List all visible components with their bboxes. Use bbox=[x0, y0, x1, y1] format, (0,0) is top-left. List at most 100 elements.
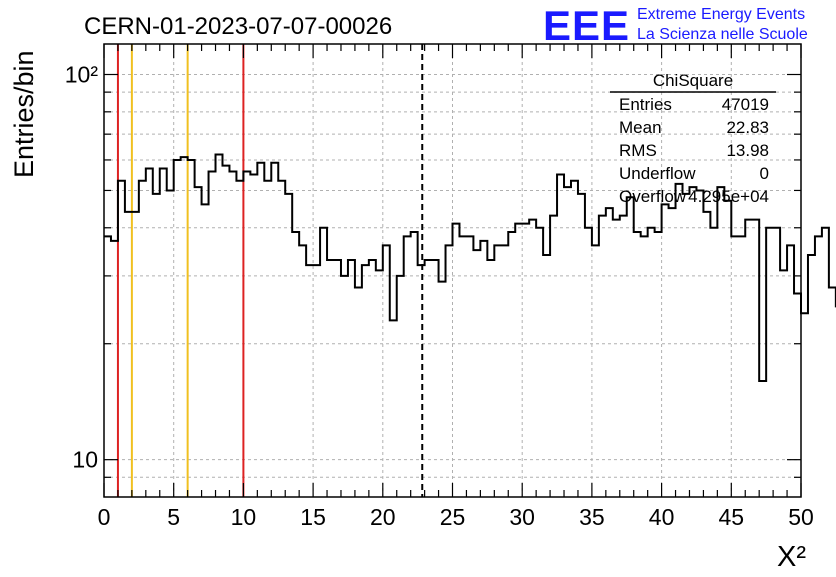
histogram-bin bbox=[578, 194, 585, 497]
histogram-bin bbox=[508, 232, 515, 497]
histogram-bin bbox=[648, 228, 655, 497]
histogram-bin bbox=[341, 276, 348, 497]
stats-row-label: RMS bbox=[619, 141, 657, 160]
histogram-bin bbox=[564, 187, 571, 497]
histogram-bin bbox=[669, 208, 676, 497]
histogram-bin bbox=[250, 175, 257, 497]
histogram-bin bbox=[362, 265, 369, 497]
histogram-bin bbox=[209, 171, 216, 497]
histogram-bin bbox=[222, 166, 229, 497]
histogram-bin bbox=[229, 171, 236, 497]
histogram-bin bbox=[536, 228, 543, 497]
logo-line-1: Extreme Energy Events bbox=[637, 6, 805, 23]
x-tick-label: 50 bbox=[788, 504, 814, 530]
x-tick-label: 35 bbox=[579, 504, 605, 530]
histogram-bin bbox=[522, 224, 529, 497]
histogram-bin bbox=[390, 320, 397, 497]
histogram-bin bbox=[829, 287, 836, 497]
histogram-bin bbox=[599, 216, 606, 497]
histogram-bin bbox=[627, 197, 634, 497]
histogram-bin bbox=[773, 228, 780, 497]
stats-row-value: 4.295e+04 bbox=[688, 187, 769, 206]
histogram-bin bbox=[613, 220, 620, 497]
histogram-bin bbox=[585, 228, 592, 497]
histogram-bin bbox=[376, 270, 383, 497]
histogram-bin bbox=[655, 232, 662, 497]
histogram-bin bbox=[257, 163, 264, 497]
histogram-bin bbox=[453, 224, 460, 497]
x-tick-label: 15 bbox=[300, 504, 326, 530]
histogram-bin bbox=[243, 171, 250, 497]
histogram-bin bbox=[348, 260, 355, 497]
histogram-bin bbox=[174, 160, 181, 497]
histogram-bin bbox=[418, 265, 425, 497]
histogram-bin bbox=[794, 294, 801, 497]
histogram-bin bbox=[439, 282, 446, 497]
histogram-bin bbox=[432, 260, 439, 497]
x-axis-label: X² bbox=[777, 541, 806, 572]
stats-row-value: 13.98 bbox=[726, 141, 769, 160]
logo-line-2: La Scienza nelle Scuole bbox=[637, 26, 808, 43]
histogram-bin bbox=[759, 381, 766, 497]
histogram-bin bbox=[752, 220, 759, 497]
stats-row-value: 0 bbox=[760, 164, 769, 183]
histogram-bin bbox=[271, 163, 278, 497]
histogram-bin bbox=[557, 175, 564, 497]
histogram-bin bbox=[703, 212, 710, 497]
histogram-bin bbox=[397, 276, 404, 497]
x-tick-label: 10 bbox=[231, 504, 257, 530]
histogram-bin bbox=[634, 232, 641, 497]
histogram-bin bbox=[689, 187, 696, 497]
histogram-bin bbox=[125, 212, 132, 497]
stats-row-value: 47019 bbox=[722, 95, 769, 114]
histogram-bin bbox=[188, 160, 195, 497]
histogram-bin bbox=[411, 232, 418, 497]
stats-row-value: 22.83 bbox=[726, 118, 769, 137]
stats-row-label: Overflow bbox=[619, 187, 687, 206]
histogram-bin bbox=[815, 236, 822, 497]
histogram-bin bbox=[724, 201, 731, 497]
histogram-bin bbox=[717, 187, 724, 497]
histogram-bin bbox=[606, 208, 613, 497]
histogram-bin bbox=[529, 220, 536, 497]
x-tick-label: 45 bbox=[719, 504, 745, 530]
histogram-bin bbox=[801, 313, 808, 497]
stats-title: ChiSquare bbox=[653, 71, 733, 90]
x-tick-label: 30 bbox=[509, 504, 535, 530]
histogram-bin bbox=[313, 265, 320, 497]
x-tick-label: 0 bbox=[98, 504, 111, 530]
chart-title: CERN-01-2023-07-07-00026 bbox=[84, 13, 392, 40]
histogram-bin bbox=[327, 260, 334, 497]
x-tick-label: 20 bbox=[370, 504, 396, 530]
histogram-bin bbox=[487, 260, 494, 497]
x-tick-label: 25 bbox=[440, 504, 466, 530]
y-axis-label: Entries/bin bbox=[9, 50, 39, 178]
histogram-bin bbox=[369, 260, 376, 497]
histogram-bin bbox=[320, 228, 327, 497]
histogram-bin bbox=[550, 216, 557, 497]
histogram-bin bbox=[808, 255, 815, 497]
histogram-bin bbox=[745, 220, 752, 497]
histogram-bin bbox=[620, 216, 627, 497]
histogram-bin bbox=[181, 157, 188, 497]
histogram-bin bbox=[216, 154, 223, 497]
grid-layer bbox=[104, 44, 801, 497]
histogram-bin bbox=[334, 260, 341, 497]
histogram-bin bbox=[480, 241, 487, 497]
y-tick-label: 10² bbox=[65, 61, 99, 87]
histogram-bin bbox=[676, 184, 683, 497]
histogram-bin bbox=[355, 287, 362, 497]
histogram-bin bbox=[132, 212, 139, 497]
histogram-bin bbox=[153, 194, 160, 497]
stats-row-label: Entries bbox=[619, 95, 672, 114]
histogram-bin bbox=[662, 204, 669, 497]
histogram-bin bbox=[425, 260, 432, 497]
histogram-bin bbox=[543, 255, 550, 497]
stats-row-label: Underflow bbox=[619, 164, 696, 183]
y-tick-label: 10 bbox=[72, 447, 98, 473]
x-tick-label: 5 bbox=[167, 504, 180, 530]
